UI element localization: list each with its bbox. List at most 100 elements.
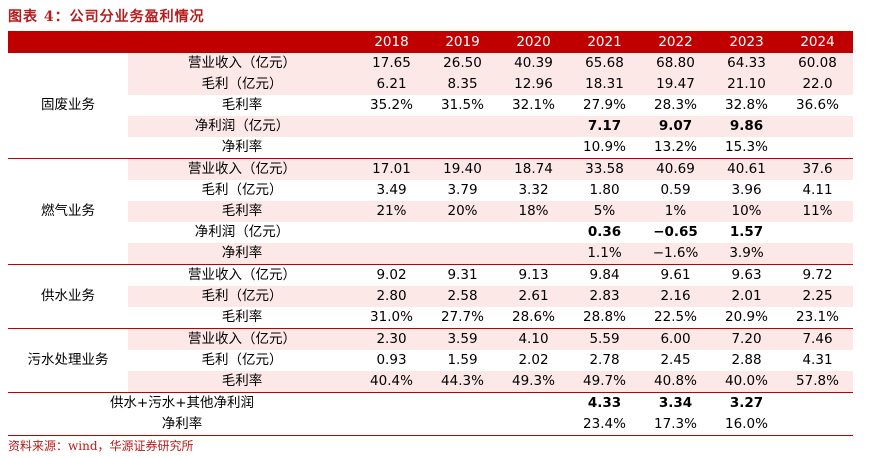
value-cell [427,222,498,243]
table-row: 毛利率 40.4% 44.3% 49.3% 49.7% 40.8% 40.0% 57.8% [8,371,853,393]
value-cell: 3.79 [447,182,478,198]
metric-label: 营业收入（亿元） [128,158,356,180]
value-cell: 3.49 [376,182,407,198]
figure-title: 图表 4：公司分业务盈利情况 [8,9,205,25]
value-cell: 27.9% [583,97,626,113]
year-header: 2024 [782,31,853,53]
value-cell [498,222,569,243]
value-cell [782,414,853,436]
value-cell: 2.30 [356,328,427,350]
value-cell: 7.17 [569,116,640,137]
value-cell [782,116,853,137]
value-cell [427,393,498,415]
value-cell: 23.4% [569,414,640,436]
table-row: 净利润（亿元） 7.17 9.07 9.86 [8,116,853,137]
value-cell: 21% [356,201,427,222]
value-cell: 9.86 [711,116,782,137]
value-cell: 3.27 [729,395,764,411]
value-cell: 26.50 [427,53,498,74]
value-cell: 32.1% [512,97,555,113]
value-cell: 1% [640,201,711,222]
table-row: 毛利（亿元） 2.80 2.58 2.61 2.83 2.16 2.01 2.25 [8,286,853,307]
value-cell: 3.32 [518,182,549,198]
value-cell: 23.1% [782,307,853,329]
value-cell: 1.57 [729,224,764,240]
value-cell: 5% [569,201,640,222]
value-cell: −1.6% [640,243,711,265]
value-cell: 2.45 [660,352,691,368]
value-cell: 7.46 [782,328,853,350]
value-cell: 3.34 [658,395,693,411]
year-header: 2018 [356,31,427,53]
value-cell: 10.9% [569,137,640,159]
value-cell: 40.0% [711,371,782,393]
value-cell: 27.7% [427,307,498,329]
segment-name: 固废业务 [8,53,128,159]
value-cell: 9.72 [802,267,833,283]
value-cell: 64.33 [711,53,782,74]
table-row: 污水处理业务 营业收入（亿元） 2.30 3.59 4.10 5.59 6.00 7.20 7.… [8,328,853,393]
value-cell: 37.6 [782,158,853,180]
value-cell [498,243,569,265]
value-cell: 2.88 [731,352,762,368]
year-header: 2023 [711,31,782,53]
value-cell: 19.40 [427,158,498,180]
value-cell: 20.9% [711,307,782,329]
metric-label: 毛利率 [128,307,356,329]
table-row: 净利润（亿元） 0.36 −0.65 1.57 [8,222,853,243]
segment-name: 污水处理业务 [8,328,128,393]
value-cell: 40.8% [640,371,711,393]
value-cell: 0.36 [587,224,622,240]
year-header: 2019 [427,31,498,53]
value-cell: 15.3% [711,137,782,159]
value-cell: 9.61 [660,267,691,283]
value-cell: 36.6% [796,97,839,113]
metric-label: 毛利（亿元） [201,352,283,368]
value-cell: 11% [782,201,853,222]
value-cell [356,414,427,436]
value-cell: 49.7% [569,371,640,393]
value-cell [782,137,853,159]
value-cell: 31.5% [441,97,484,113]
value-cell [356,222,427,243]
source-note: 资料来源：wind，华源证券研究所 [8,439,194,453]
value-cell: 3.9% [711,243,782,265]
value-cell: 0.93 [376,352,407,368]
value-cell [427,414,498,436]
value-cell: 6.21 [356,74,427,95]
year-header: 2020 [498,31,569,53]
value-cell: 32.8% [725,97,768,113]
value-cell [356,243,427,265]
segment-profit-table: 2018 2019 2020 2021 2022 2023 2024 固废业务营… [8,31,853,436]
value-cell: 40.61 [711,158,782,180]
metric-label: 净利率 [8,414,356,436]
value-cell: 60.08 [782,53,853,74]
value-cell: 28.6% [498,307,569,329]
value-cell: 2.61 [498,286,569,307]
value-cell: 33.58 [569,158,640,180]
value-cell: 6.00 [640,328,711,350]
header-blank [8,31,128,53]
value-cell: 49.3% [498,371,569,393]
value-cell: 9.63 [731,267,762,283]
value-cell: 9.02 [376,267,407,283]
value-cell: 2.02 [518,352,549,368]
value-cell [498,414,569,436]
value-cell: 1.80 [589,182,620,198]
value-cell [498,116,569,137]
value-cell: 28.8% [569,307,640,329]
table-row: 净利率 1.1% −1.6% 3.9% [8,243,853,265]
table-row: 净利率 23.4% 17.3% 16.0% [8,414,853,436]
value-cell: 4.11 [802,182,833,198]
value-cell: 19.47 [640,74,711,95]
metric-label: 毛利（亿元） [201,182,283,198]
value-cell: 57.8% [782,371,853,393]
value-cell: 68.80 [640,53,711,74]
value-cell: 35.2% [370,97,413,113]
value-cell [782,393,853,415]
value-cell: 13.2% [640,137,711,159]
value-cell: 2.83 [569,286,640,307]
year-header: 2022 [640,31,711,53]
value-cell: 2.16 [640,286,711,307]
table-row: 固废业务 营业收入（亿元） 17.65 26.50 40.39 65.68 68.80 64.… [8,53,853,159]
